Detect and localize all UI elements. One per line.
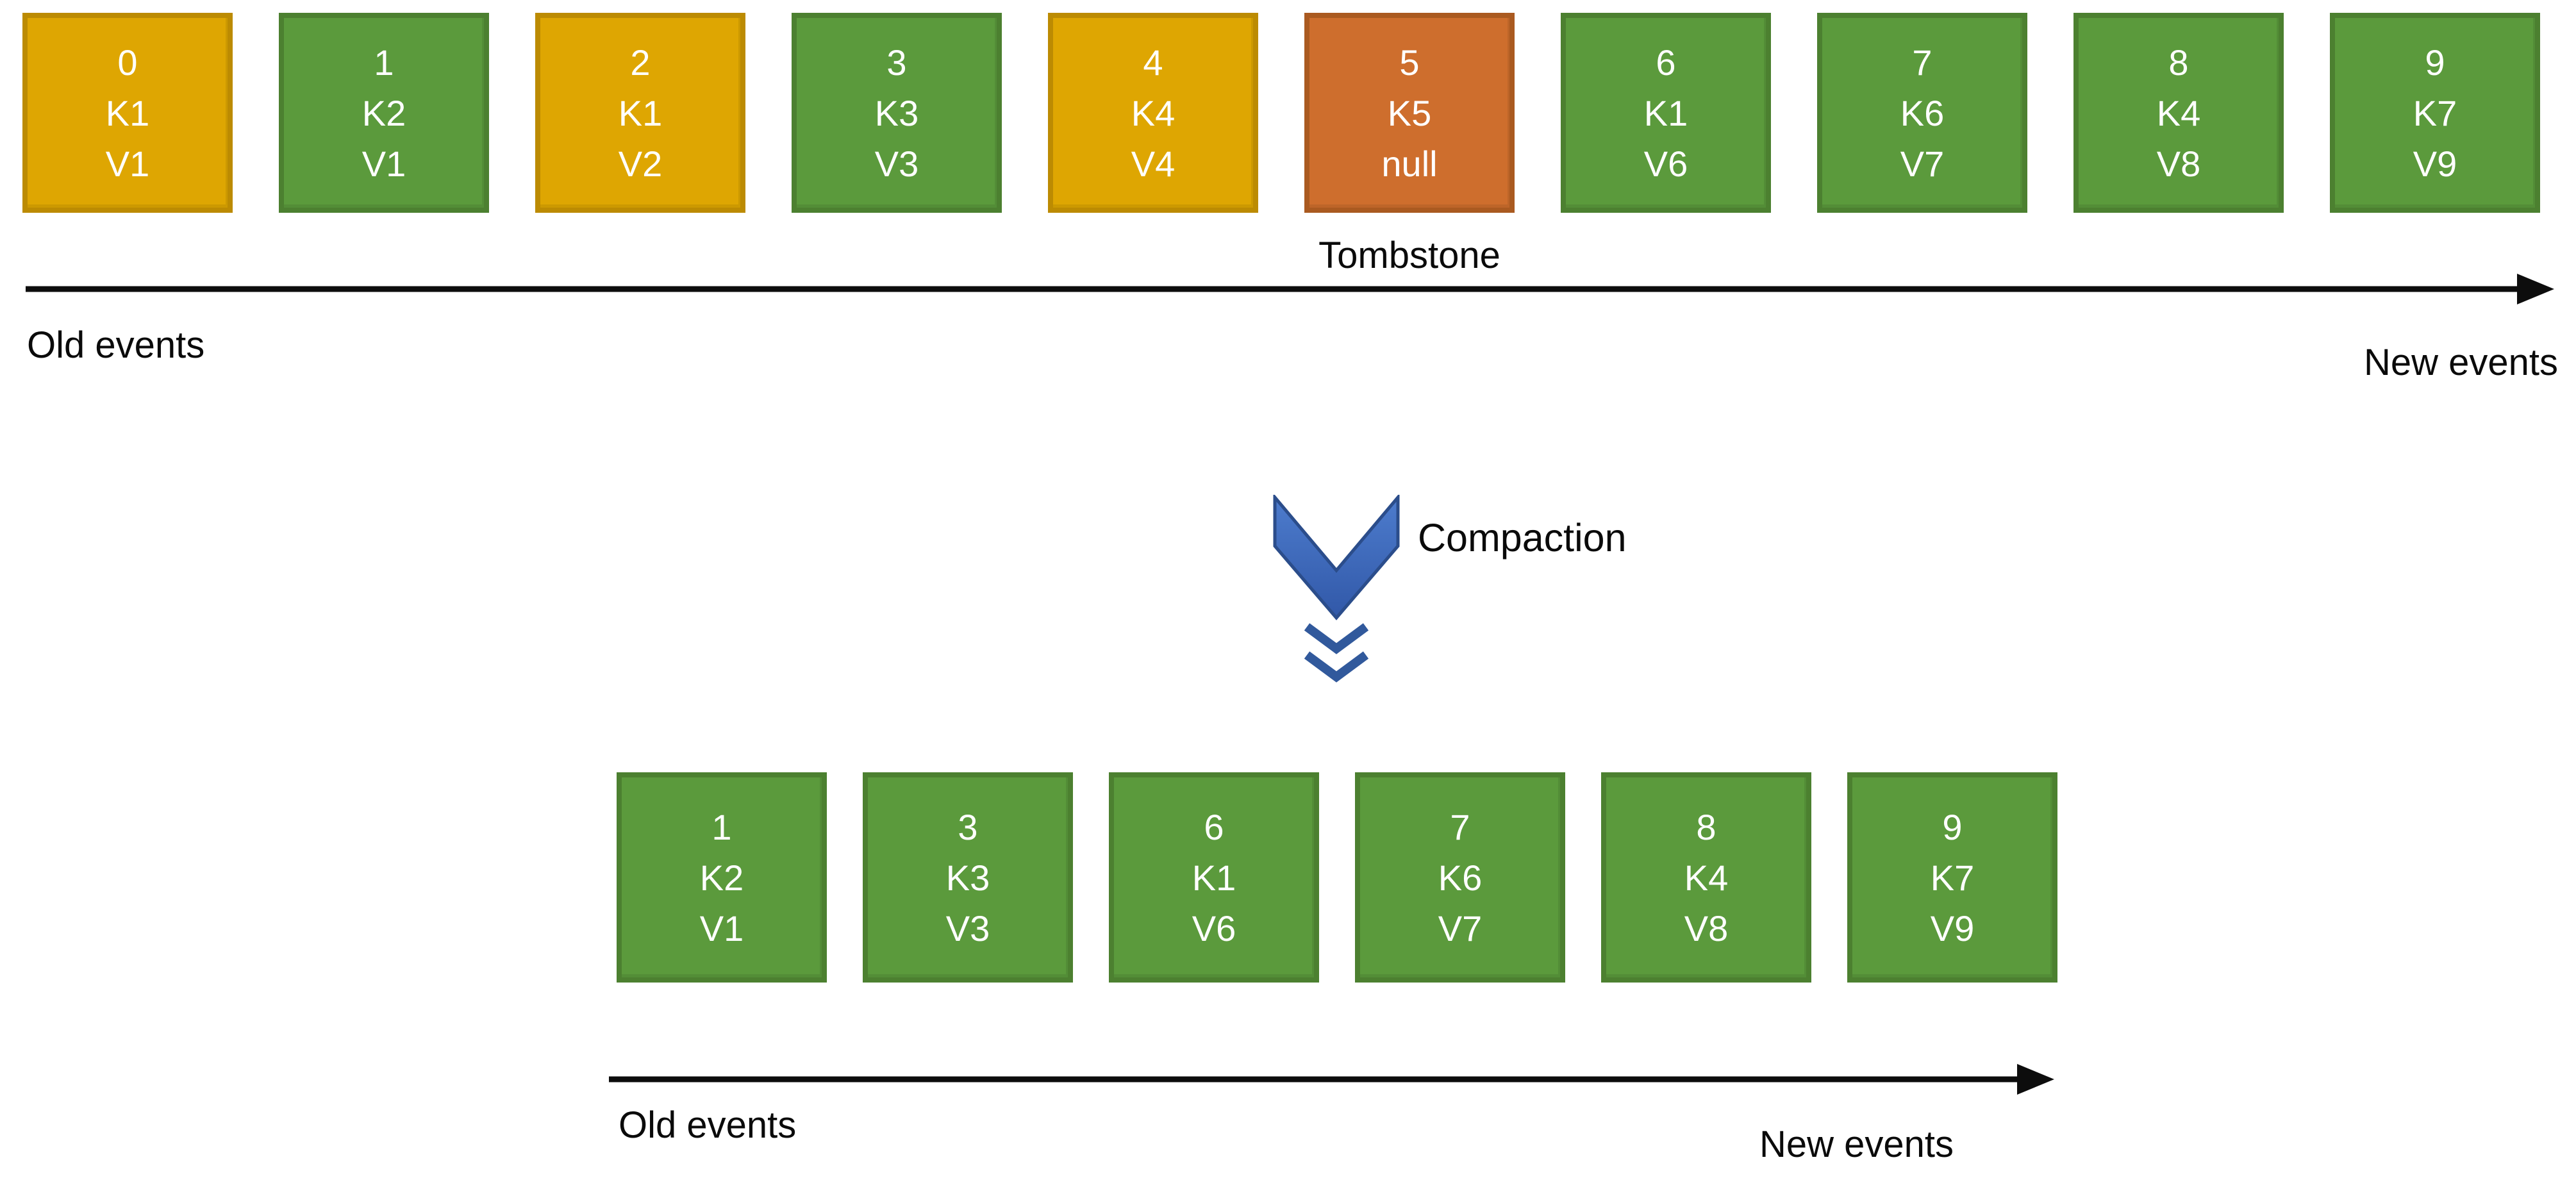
event-box: 9 K7 V9 [1847,772,2057,983]
event-box: 9 K7 V9 [2330,13,2540,213]
event-value: V6 [1192,908,1236,949]
event-offset: 5 [1399,42,1420,83]
event-log-row: 0 K1 V1 1 K2 V1 2 K1 V2 3 K3 V3 4 K4 V4 … [22,13,2540,213]
event-box: 1 K2 V1 [617,772,827,983]
event-offset: 1 [711,806,732,847]
event-key: K4 [2156,92,2201,133]
event-offset: 3 [886,42,907,83]
event-value: V4 [1131,143,1176,184]
event-key: K7 [1930,857,1975,898]
event-key: K7 [2413,92,2457,133]
event-value: V2 [618,143,663,184]
event-key: K4 [1131,92,1176,133]
event-value: V1 [699,908,744,949]
event-box: 5 K5 null [1304,13,1515,213]
event-box: 0 K1 V1 [22,13,233,213]
event-box: 3 K3 V3 [863,772,1073,983]
event-offset: 9 [1942,806,1963,847]
event-value: V7 [1438,908,1483,949]
event-offset: 3 [958,806,978,847]
event-box: 8 K4 V8 [2073,13,2284,213]
event-offset: 8 [2168,42,2189,83]
bottom-timeline-arrow [609,1064,2054,1095]
event-offset: 4 [1143,42,1163,83]
event-offset: 7 [1912,42,1932,83]
event-key: K1 [618,92,663,133]
event-offset: 2 [630,42,651,83]
event-key: K1 [105,92,150,133]
event-box: 4 K4 V4 [1048,13,1258,213]
event-box: 2 K1 V2 [535,13,745,213]
event-key: K4 [1684,857,1729,898]
event-key: K2 [699,857,744,898]
arrow-head-icon [2017,1064,2054,1095]
event-value: V3 [945,908,990,949]
event-offset: 8 [1696,806,1716,847]
event-box: 6 K1 V6 [1109,772,1319,983]
event-value: V8 [1684,908,1729,949]
arrow-head-icon [2517,274,2554,304]
event-offset: 6 [1656,42,1676,83]
event-key: K6 [1900,92,1945,133]
event-box: 8 K4 V8 [1601,772,1811,983]
event-value: V7 [1900,143,1945,184]
event-offset: 9 [2425,42,2445,83]
event-offset: 7 [1450,806,1470,847]
event-value: V6 [1643,143,1688,184]
event-box: 3 K3 V3 [792,13,1002,213]
event-value: V9 [1930,908,1975,949]
old-events-label-top: Old events [27,324,205,366]
event-key: K3 [945,857,990,898]
event-key: K6 [1438,857,1483,898]
arrow-line [609,1076,2021,1083]
tombstone-label: Tombstone [1318,235,1500,276]
event-key: K1 [1643,92,1688,133]
top-timeline-arrow [26,274,2554,304]
event-key: K5 [1387,92,1432,133]
event-value: V3 [874,143,919,184]
event-offset: 1 [374,42,394,83]
compaction-label: Compaction [1418,516,1627,560]
compacted-log-row: 1 K2 V1 3 K3 V3 6 K1 V6 7 K6 V7 8 K4 V8 … [617,772,2057,983]
event-box: 7 K6 V7 [1817,13,2027,213]
event-value: V8 [2156,143,2201,184]
event-box: 7 K6 V7 [1355,772,1565,983]
event-value: V1 [361,143,406,184]
new-events-label-bottom: New events [1759,1124,1954,1165]
event-value: null [1381,143,1438,184]
event-offset: 0 [117,42,138,83]
event-key: K2 [361,92,406,133]
new-events-label-top: New events [2363,342,2558,383]
old-events-label-bottom: Old events [619,1104,797,1146]
event-key: K1 [1192,857,1236,898]
compaction-arrow-icon [1273,495,1400,683]
event-key: K3 [874,92,919,133]
event-box: 1 K2 V1 [279,13,489,213]
arrow-line [26,286,2521,292]
event-box: 6 K1 V6 [1561,13,1771,213]
event-value: V1 [105,143,150,184]
event-value: V9 [2413,143,2457,184]
event-offset: 6 [1204,806,1224,847]
